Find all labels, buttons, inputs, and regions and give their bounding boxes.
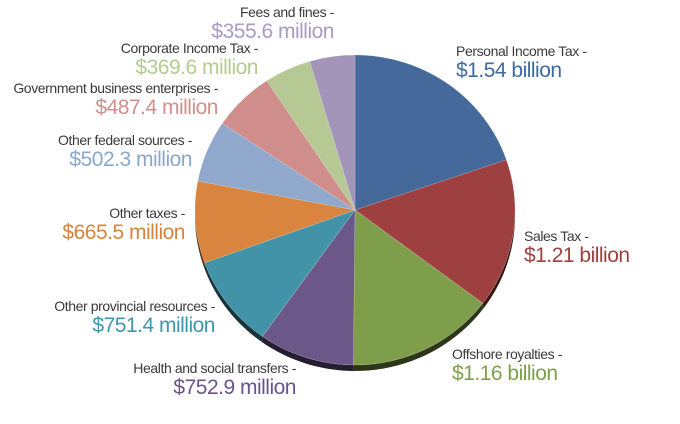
label-health-social-transfers: Health and social transfers - $752.9 mill… [133, 360, 296, 399]
slice-corporate-income-tax [266, 60, 356, 211]
slice-government-business-enterprises [221, 80, 356, 211]
slice-other-federal-sources [197, 122, 356, 211]
label-personal-income-tax: Personal Income Tax - $1.54 billion [456, 43, 587, 82]
slice-sales-tax [354, 159, 516, 304]
slice-side-1 [482, 210, 515, 310]
slice-fees-and-fines [309, 54, 356, 211]
label-sales-tax: Sales Tax - $1.21 billion [524, 228, 630, 267]
slice-other-provincial-resources [204, 209, 356, 337]
label-corporate-income-tax: Corporate Income Tax - $369.6 million [120, 40, 259, 79]
slice-side-2 [353, 303, 483, 371]
label-other-taxes: Other taxes - $665.5 million [62, 205, 185, 244]
label-other-provincial-resources: Other provincial resources - $751.4 milli… [54, 298, 215, 337]
slice-personal-income-tax [354, 54, 507, 211]
slice-side-3 [262, 336, 354, 371]
slice-side-5 [195, 210, 205, 269]
label-offshore-royalties: Offshore royalties - $1.16 billion [452, 346, 563, 385]
slice-health-and-social-transfers [261, 209, 356, 366]
label-fees-and-fines: Fees and fines - $355.6 million [211, 4, 334, 43]
slice-side-4 [204, 262, 263, 343]
slice-offshore-royalties [353, 209, 484, 366]
slice-other-taxes [194, 180, 357, 264]
label-other-federal-sources: Other federal sources - $502.3 million [58, 132, 192, 171]
label-government-business-enterprises: Government business enterprises - $487.4 … [13, 80, 218, 119]
